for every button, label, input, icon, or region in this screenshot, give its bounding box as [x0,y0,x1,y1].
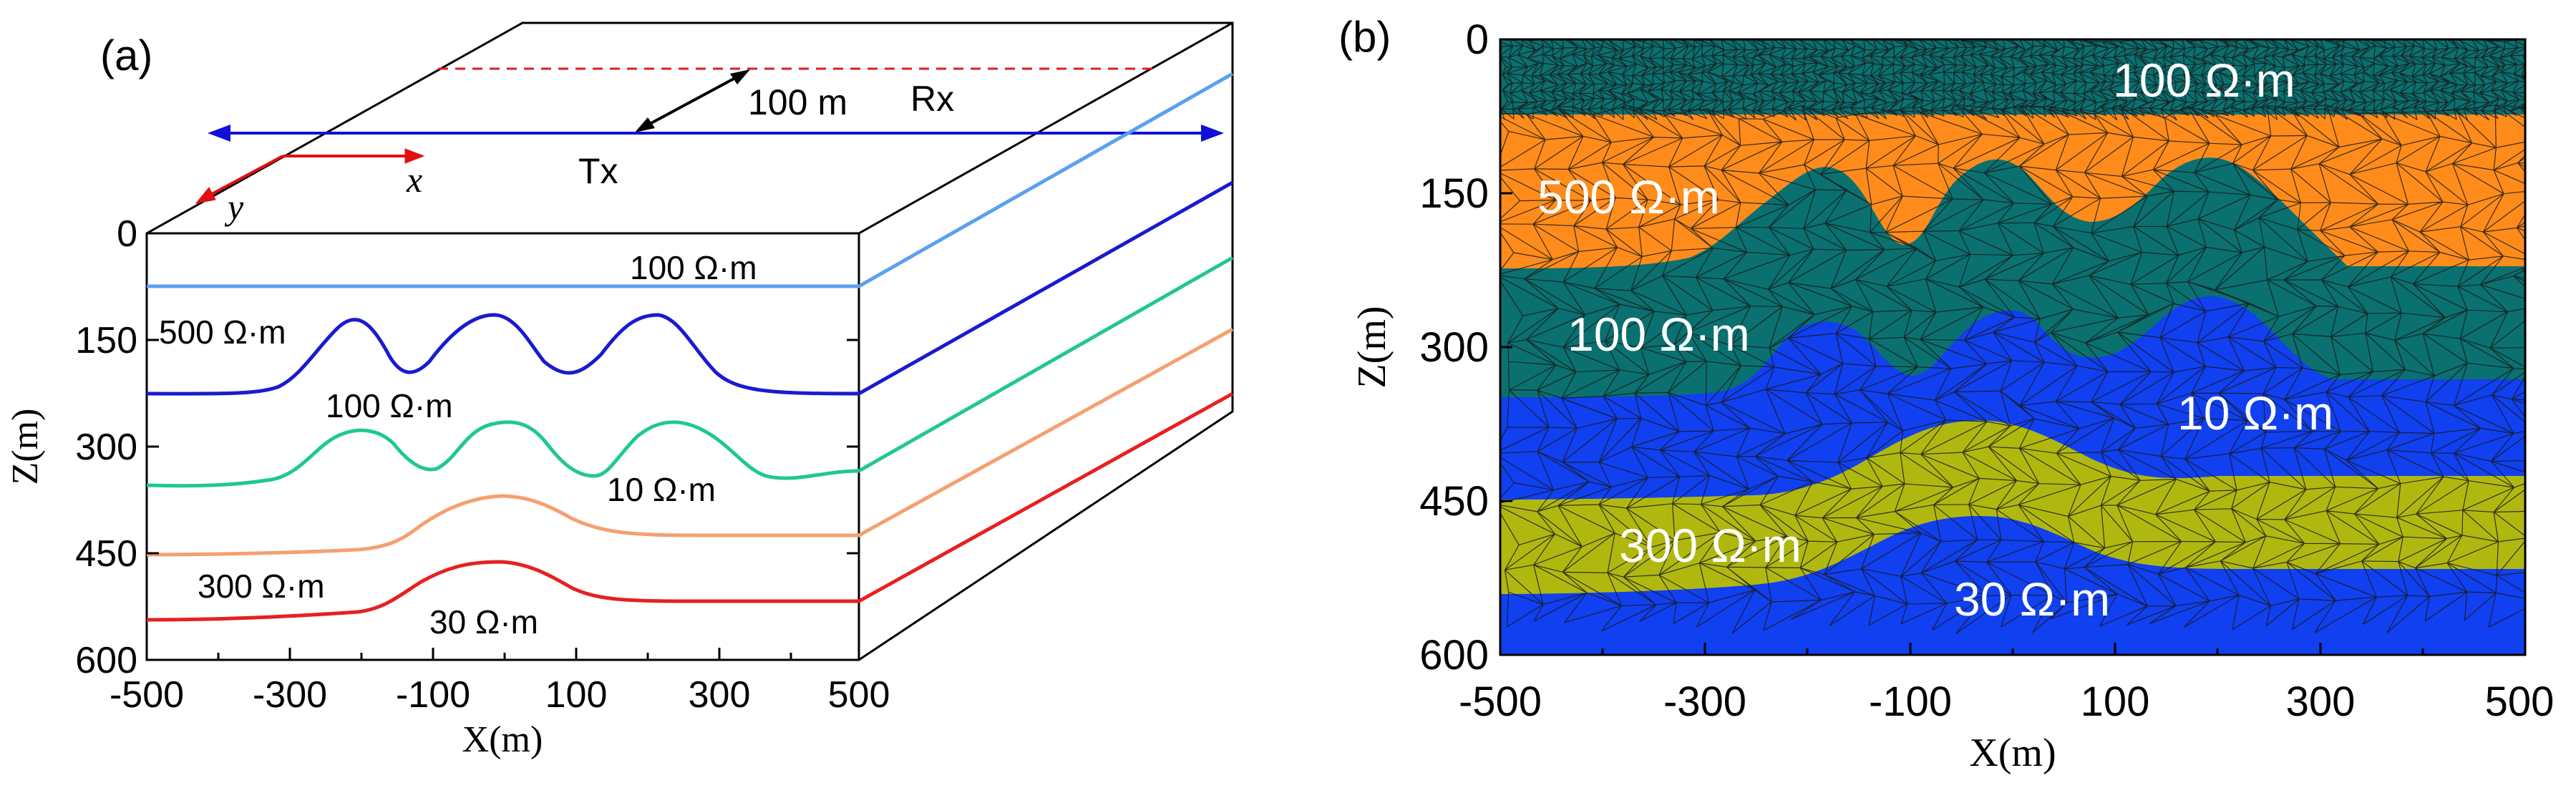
b-x-axis-title: X(m) [1969,731,2056,775]
b-x-tick-0: -500 [1459,678,1542,725]
offset-label: 100 m [748,82,847,122]
interface-1 [147,72,1234,288]
a-z-tick-0: 0 [117,213,137,255]
layer-label-b-1: 100 Ω·m [2113,54,2295,107]
panel-b-label: (b) [1338,13,1391,61]
layer-label-b-6: 30 Ω·m [1954,573,2110,626]
b-x-tick-4: 300 [2286,678,2356,725]
layer-label-b-5: 300 Ω·m [1619,519,1802,572]
panel-a-ticks [145,232,860,661]
b-z-tick-0: 0 [1466,16,1489,63]
layer-interfaces [146,72,1234,622]
y-axis-symbol: y [224,187,244,227]
b-z-tick-2: 300 [1419,324,1489,371]
a-z-tick-4: 600 [75,640,137,681]
a-x-tick-1: -300 [253,674,327,716]
layer-label-b-2: 500 Ω·m [1537,170,1720,223]
mesh-overlay [1500,39,2525,634]
b-x-tick-5: 500 [2485,678,2555,725]
tx-label: Tx [578,151,618,191]
panel-a-z-tick-labels: 0 150 300 450 600 [75,213,137,681]
b-x-tick-3: 100 [2081,678,2150,725]
a-z-tick-2: 300 [75,427,137,468]
x-axis-symbol: x [406,160,422,200]
a-z-tick-1: 150 [75,320,137,361]
layer-label-a-4: 10 Ω·m [607,471,716,508]
panel-b-ticks [1499,38,2527,656]
rx-label: Rx [910,79,954,119]
a-x-tick-4: 300 [689,674,751,716]
a-z-axis-title: Z(m) [5,409,46,485]
panel-a: (a) Rx 100 m Tx x [5,21,1234,760]
a-x-axis-title: X(m) [462,719,543,760]
panel-b-z-tick-labels: 0 150 300 450 600 [1419,16,1489,678]
b-z-tick-1: 150 [1419,170,1489,217]
layer-label-b-4: 10 Ω·m [2177,386,2333,439]
section-model [1500,39,2525,655]
b-z-tick-3: 450 [1419,478,1489,525]
offset-arrow [635,69,750,132]
axis-arrows [195,148,425,204]
interface-2 [146,180,1234,396]
a-x-tick-2: -100 [396,674,470,716]
panel-a-label: (a) [100,31,152,79]
a-z-tick-3: 450 [75,533,137,575]
layer-label-a-2: 500 Ω·m [159,313,286,351]
tx-line [208,125,1224,142]
interface-3 [146,256,1234,488]
layer-label-b-3: 100 Ω·m [1568,308,1750,361]
mesh-band [1500,104,2525,634]
panel-a-x-tick-labels: -500 -300 -100 100 300 500 [110,674,890,716]
layer-b-6 [1500,515,2525,655]
b-z-tick-4: 600 [1419,632,1489,678]
layer-label-a-3: 100 Ω·m [326,387,453,424]
interface-5 [146,391,1234,622]
a-x-tick-0: -500 [110,674,184,716]
layer-label-a-1: 100 Ω·m [630,249,757,286]
b-z-axis-title: Z(m) [1350,306,1394,388]
b-x-tick-2: -100 [1869,678,1952,725]
layer-label-a-6: 30 Ω·m [429,603,538,641]
panel-b-x-tick-labels: -500 -300 -100 100 300 500 [1459,678,2554,725]
panel-b: (b) 100 Ω·m 500 Ω·m 100 Ω·m 10 Ω·m 300 Ω… [1338,13,2554,775]
a-x-tick-5: 500 [828,674,890,716]
interface-4 [146,327,1234,557]
b-x-tick-1: -300 [1663,678,1746,725]
layer-label-a-5: 300 Ω·m [198,568,325,605]
a-x-tick-3: 100 [545,674,608,716]
